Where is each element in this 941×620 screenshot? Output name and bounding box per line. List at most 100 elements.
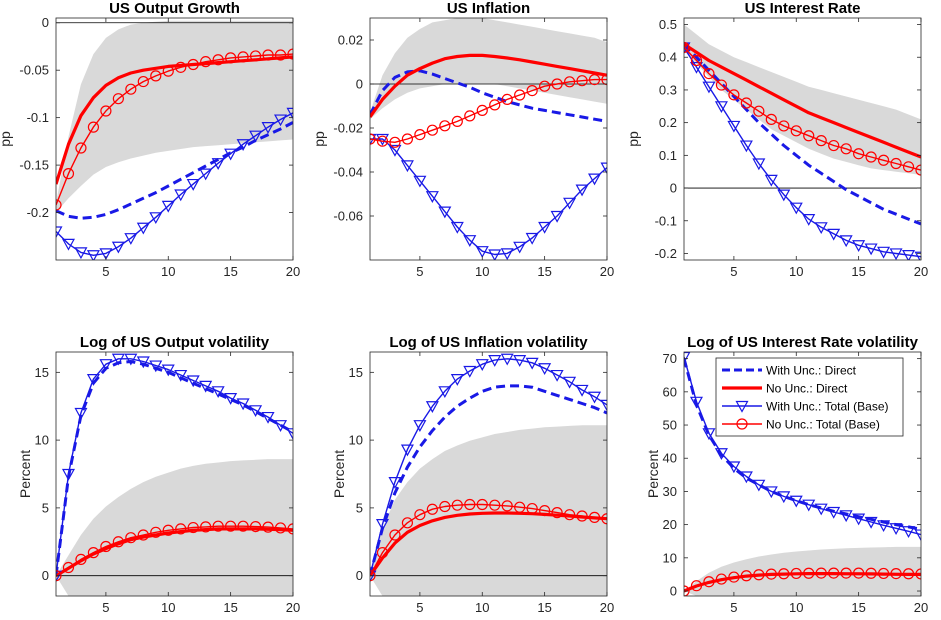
- triangle-marker: [839, 235, 853, 248]
- y-tick-label: 0.1: [659, 148, 677, 163]
- y-tick-label: -0.1: [27, 110, 49, 125]
- circle-marker: [249, 50, 262, 62]
- triangle-marker: [550, 210, 564, 223]
- x-tick-label: 5: [102, 600, 109, 615]
- triangle-marker: [902, 249, 916, 260]
- triangle-marker: [74, 247, 88, 260]
- circle-marker: [803, 130, 815, 142]
- axes-box: [369, 351, 608, 597]
- circle-marker: [840, 567, 852, 579]
- circle-marker: [501, 500, 513, 512]
- x-tick-label: 20: [600, 600, 614, 615]
- x-tick-label: 5: [416, 600, 423, 615]
- triangle-marker: [852, 513, 866, 526]
- series-with-unc-total-base: [370, 353, 607, 583]
- series-line: [370, 511, 607, 577]
- circle-marker: [175, 61, 187, 73]
- triangle-marker: [500, 248, 514, 260]
- y-tick-label: -0.2: [655, 246, 677, 261]
- x-tick-label: 10: [789, 264, 803, 279]
- chart-title: Log of US Output volatility: [80, 334, 270, 351]
- series-no-unc-total-base: [684, 41, 921, 176]
- circle-marker: [840, 143, 852, 155]
- triangle-marker: [513, 241, 527, 254]
- plot-content: [56, 20, 293, 260]
- triangle-marker: [261, 411, 275, 424]
- chart-panel-3: 5 10 15 20 -0.2 -0.1 0 0.1 0.2 0.3 0.4 0.5 US Intere…: [625, 0, 928, 279]
- circle-marker: [62, 168, 75, 180]
- circle-marker: [902, 568, 915, 580]
- triangle-marker: [814, 503, 828, 516]
- triangle-marker: [727, 461, 741, 474]
- circle-marker: [451, 115, 463, 128]
- circle-marker: [200, 56, 212, 68]
- triangle-marker: [124, 353, 138, 366]
- circle-marker: [426, 503, 438, 515]
- triangle-marker: [500, 353, 514, 366]
- series-with-unc-direct: [56, 121, 293, 220]
- x-tick-label: 10: [475, 600, 489, 615]
- triangle-marker: [877, 520, 891, 533]
- y-axis-label: pp: [0, 131, 13, 147]
- circle-marker: [539, 80, 551, 92]
- y-tick-label: 30: [663, 484, 677, 499]
- series-line: [56, 53, 293, 206]
- circle-marker: [853, 567, 865, 579]
- circle-marker: [175, 523, 187, 535]
- circle-marker: [765, 113, 777, 125]
- circle-marker: [225, 520, 237, 532]
- triangle-marker: [575, 184, 589, 197]
- circle-marker: [225, 52, 237, 64]
- series-line: [370, 78, 607, 143]
- triangle-marker: [388, 477, 402, 489]
- triangle-marker: [488, 355, 502, 367]
- circle-marker: [790, 125, 802, 137]
- circle-marker: [877, 567, 890, 580]
- y-tick-label: -0.04: [333, 165, 363, 180]
- circle-marker: [75, 553, 87, 566]
- plot-content: [684, 24, 921, 260]
- circle-marker: [902, 161, 915, 173]
- circle-marker: [703, 67, 715, 80]
- circle-marker: [75, 142, 87, 154]
- circle-marker: [828, 567, 840, 579]
- circle-marker: [865, 151, 877, 163]
- triangle-marker: [425, 401, 439, 413]
- triangle-marker: [689, 396, 703, 409]
- circle-marker: [684, 41, 690, 54]
- triangle-marker: [588, 173, 602, 186]
- triangle-marker: [689, 61, 703, 74]
- circle-marker: [125, 83, 137, 95]
- circle-marker: [877, 154, 890, 166]
- series-no-unc-direct: [370, 53, 607, 118]
- triangle-marker: [864, 516, 878, 529]
- y-tick-label: 0: [42, 568, 49, 583]
- circle-marker: [790, 567, 802, 580]
- x-tick-label: 20: [914, 600, 928, 615]
- triangle-marker: [463, 235, 477, 247]
- uncertainty-band: [370, 425, 607, 596]
- circle-marker: [514, 89, 526, 101]
- triangle-marker: [61, 238, 75, 251]
- circle-marker: [778, 120, 790, 132]
- circle-marker: [125, 532, 137, 544]
- series-no-unc-direct: [370, 511, 607, 577]
- x-tick-label: 20: [600, 264, 614, 279]
- uncertainty-band: [56, 20, 293, 213]
- triangle-marker: [575, 384, 589, 397]
- circle-marker: [526, 502, 538, 515]
- triangle-marker: [388, 144, 402, 157]
- x-tick-label: 15: [223, 600, 237, 615]
- series-line: [684, 46, 921, 171]
- triangle-marker: [684, 352, 691, 364]
- y-tick-label: 0.5: [659, 17, 677, 32]
- legend-entry: With Unc.: Total (Base): [722, 400, 888, 414]
- circle-marker: [87, 547, 100, 559]
- y-axis-label: pp: [625, 131, 641, 147]
- series-with-unc-total-base: [684, 352, 921, 542]
- triangle-marker: [550, 369, 564, 382]
- triangle-marker: [563, 376, 577, 389]
- triangle-marker: [777, 491, 791, 504]
- legend-entry: With Unc.: Direct: [722, 364, 857, 378]
